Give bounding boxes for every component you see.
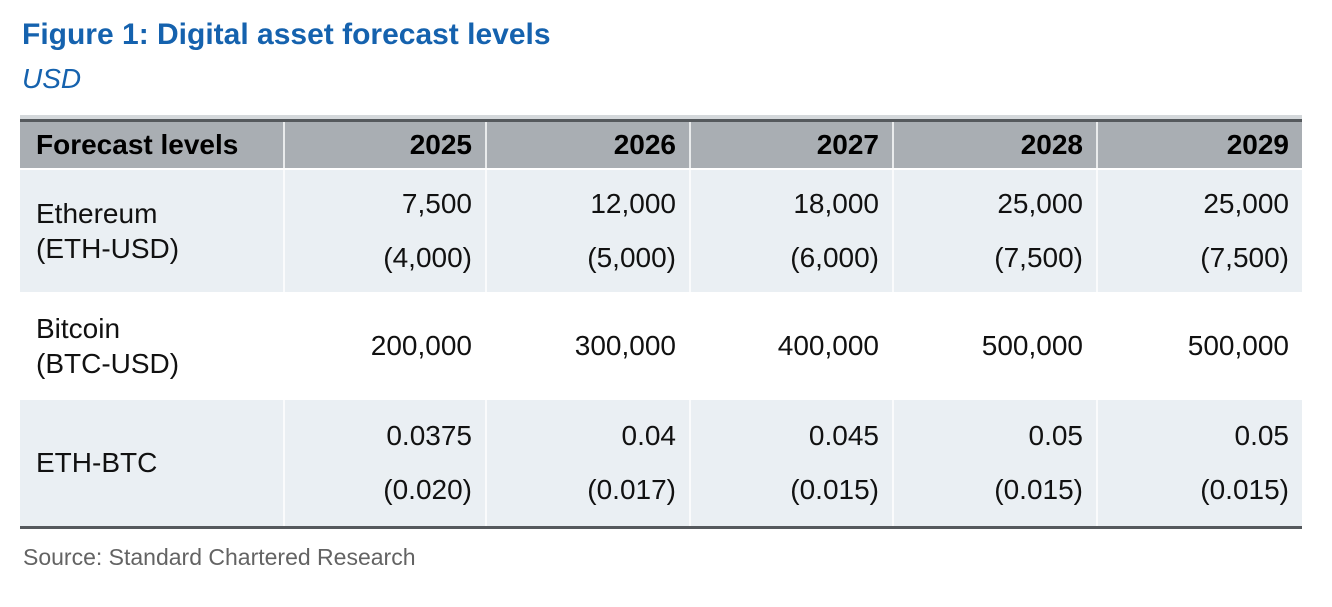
forecast-table: Forecast levels 2025 2026 2027 2028 2029… xyxy=(20,118,1302,529)
header-2026: 2026 xyxy=(485,120,690,171)
table-cell: 0.045 (0.015) xyxy=(689,400,893,528)
table-cell: 300,000 xyxy=(485,292,690,401)
row-label-eth-btc: ETH-BTC xyxy=(20,400,284,528)
table-cell: 0.04 (0.017) xyxy=(485,400,690,528)
table-cell: 25,000 (7,500) xyxy=(1096,169,1302,293)
prior-forecast-value: (0.015) xyxy=(994,473,1083,505)
prior-forecast-value: (0.017) xyxy=(587,473,676,505)
row-label-ethereum: Ethereum (ETH-USD) xyxy=(20,169,284,293)
row-label-bitcoin: Bitcoin (BTC-USD) xyxy=(20,292,284,401)
header-2028: 2028 xyxy=(892,120,1097,171)
asset-ticker: (ETH-USD) xyxy=(36,233,180,265)
prior-forecast-value: (0.015) xyxy=(1200,473,1289,505)
table-row-ethereum: Ethereum (ETH-USD) 7,500 (4,000) 12,000 … xyxy=(20,169,1302,293)
forecast-value: 7,500 xyxy=(401,188,472,220)
prior-forecast-value: (7,500) xyxy=(994,242,1083,274)
table-cell: 7,500 (4,000) xyxy=(283,169,486,293)
table-cell: 25,000 (7,500) xyxy=(892,169,1097,293)
asset-name: Bitcoin xyxy=(36,313,121,345)
asset-name: Ethereum xyxy=(36,198,158,230)
forecast-value: 25,000 xyxy=(997,188,1083,220)
prior-forecast-value: (0.020) xyxy=(383,473,472,505)
table-cell: 18,000 (6,000) xyxy=(689,169,893,293)
forecast-value: 0.05 xyxy=(1234,419,1290,451)
figure-title: Figure 1: Digital asset forecast levels xyxy=(22,18,551,51)
forecast-value: 0.04 xyxy=(621,419,677,451)
forecast-value: 500,000 xyxy=(1187,330,1289,362)
table-header-row: Forecast levels 2025 2026 2027 2028 2029 xyxy=(20,120,1302,171)
forecast-value: 400,000 xyxy=(777,330,879,362)
forecast-value: 300,000 xyxy=(574,330,676,362)
table-cell: 200,000 xyxy=(283,292,486,401)
table-cell: 0.0375 (0.020) xyxy=(283,400,486,528)
table-row-eth-btc: ETH-BTC 0.0375 (0.020) 0.04 (0.017) 0.04… xyxy=(20,400,1302,528)
header-2027: 2027 xyxy=(689,120,893,171)
header-2029: 2029 xyxy=(1096,120,1302,171)
forecast-value: 200,000 xyxy=(370,330,472,362)
forecast-value: 0.05 xyxy=(1028,419,1084,451)
prior-forecast-value: (6,000) xyxy=(790,242,879,274)
forecast-value: 0.0375 xyxy=(386,419,472,451)
prior-forecast-value: (4,000) xyxy=(383,242,472,274)
asset-name: ETH-BTC xyxy=(36,447,158,479)
forecast-value: 0.045 xyxy=(808,419,879,451)
forecast-value: 500,000 xyxy=(981,330,1083,362)
forecast-value: 12,000 xyxy=(590,188,676,220)
header-forecast-levels: Forecast levels xyxy=(20,120,284,171)
table-cell: 12,000 (5,000) xyxy=(485,169,690,293)
header-2025: 2025 xyxy=(283,120,486,171)
forecast-value: 18,000 xyxy=(793,188,879,220)
table-cell: 400,000 xyxy=(689,292,893,401)
prior-forecast-value: (0.015) xyxy=(790,473,879,505)
prior-forecast-value: (7,500) xyxy=(1200,242,1289,274)
asset-ticker: (BTC-USD) xyxy=(36,348,180,380)
table-row-bitcoin: Bitcoin (BTC-USD) 200,000 300,000 400,00… xyxy=(20,292,1302,401)
prior-forecast-value: (5,000) xyxy=(587,242,676,274)
source-note: Source: Standard Chartered Research xyxy=(23,543,416,570)
forecast-value: 25,000 xyxy=(1203,188,1289,220)
table-cell: 500,000 xyxy=(1096,292,1302,401)
table-cell: 500,000 xyxy=(892,292,1097,401)
table-cell: 0.05 (0.015) xyxy=(892,400,1097,528)
table-cell: 0.05 (0.015) xyxy=(1096,400,1302,528)
figure-subtitle-currency: USD xyxy=(22,62,82,94)
